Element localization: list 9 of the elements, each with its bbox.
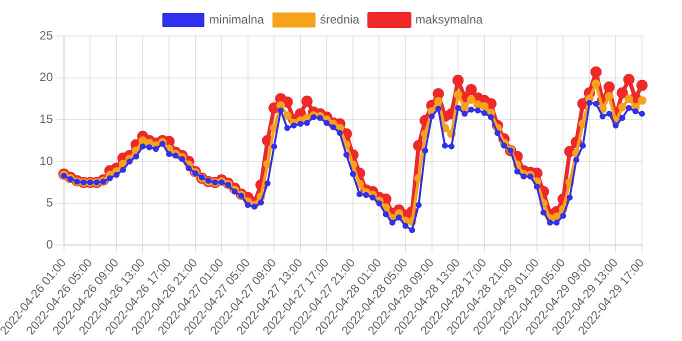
y-tick-label: 20 bbox=[40, 70, 54, 84]
y-tick-label: 0 bbox=[46, 237, 54, 252]
legend-label: minimalna bbox=[209, 12, 264, 26]
legend-label: maksymalna bbox=[415, 12, 484, 26]
y-tick-label: 10 bbox=[40, 154, 54, 168]
y-tick-label: 25 bbox=[40, 28, 54, 42]
y-tick-label: 15 bbox=[40, 112, 54, 126]
y-tick-label: 5 bbox=[46, 196, 54, 210]
legend-label: średnia bbox=[320, 12, 360, 26]
